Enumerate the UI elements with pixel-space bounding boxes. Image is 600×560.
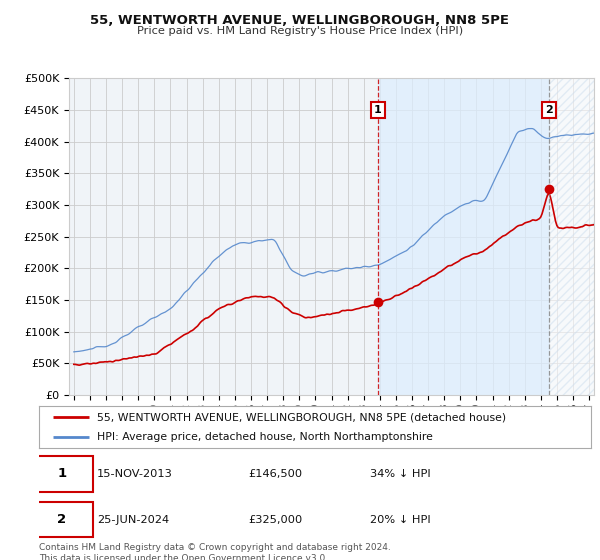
Text: 55, WENTWORTH AVENUE, WELLINGBOROUGH, NN8 5PE: 55, WENTWORTH AVENUE, WELLINGBOROUGH, NN… — [91, 14, 509, 27]
Text: 20% ↓ HPI: 20% ↓ HPI — [370, 515, 431, 525]
Text: 1: 1 — [374, 105, 382, 115]
Text: Contains HM Land Registry data © Crown copyright and database right 2024.
This d: Contains HM Land Registry data © Crown c… — [39, 543, 391, 560]
Text: 25-JUN-2024: 25-JUN-2024 — [97, 515, 169, 525]
Text: HPI: Average price, detached house, North Northamptonshire: HPI: Average price, detached house, Nort… — [97, 432, 433, 442]
FancyBboxPatch shape — [31, 502, 92, 538]
Text: 2: 2 — [57, 513, 66, 526]
Text: 2: 2 — [545, 105, 553, 115]
Text: Price paid vs. HM Land Registry's House Price Index (HPI): Price paid vs. HM Land Registry's House … — [137, 26, 463, 36]
Bar — [378, 78, 549, 395]
Text: 34% ↓ HPI: 34% ↓ HPI — [370, 469, 431, 479]
Text: 1: 1 — [57, 467, 66, 480]
Text: 55, WENTWORTH AVENUE, WELLINGBOROUGH, NN8 5PE (detached house): 55, WENTWORTH AVENUE, WELLINGBOROUGH, NN… — [97, 412, 506, 422]
Text: £325,000: £325,000 — [249, 515, 303, 525]
Text: 15-NOV-2013: 15-NOV-2013 — [97, 469, 173, 479]
Text: £146,500: £146,500 — [249, 469, 303, 479]
Bar — [549, 78, 594, 395]
FancyBboxPatch shape — [31, 456, 92, 492]
